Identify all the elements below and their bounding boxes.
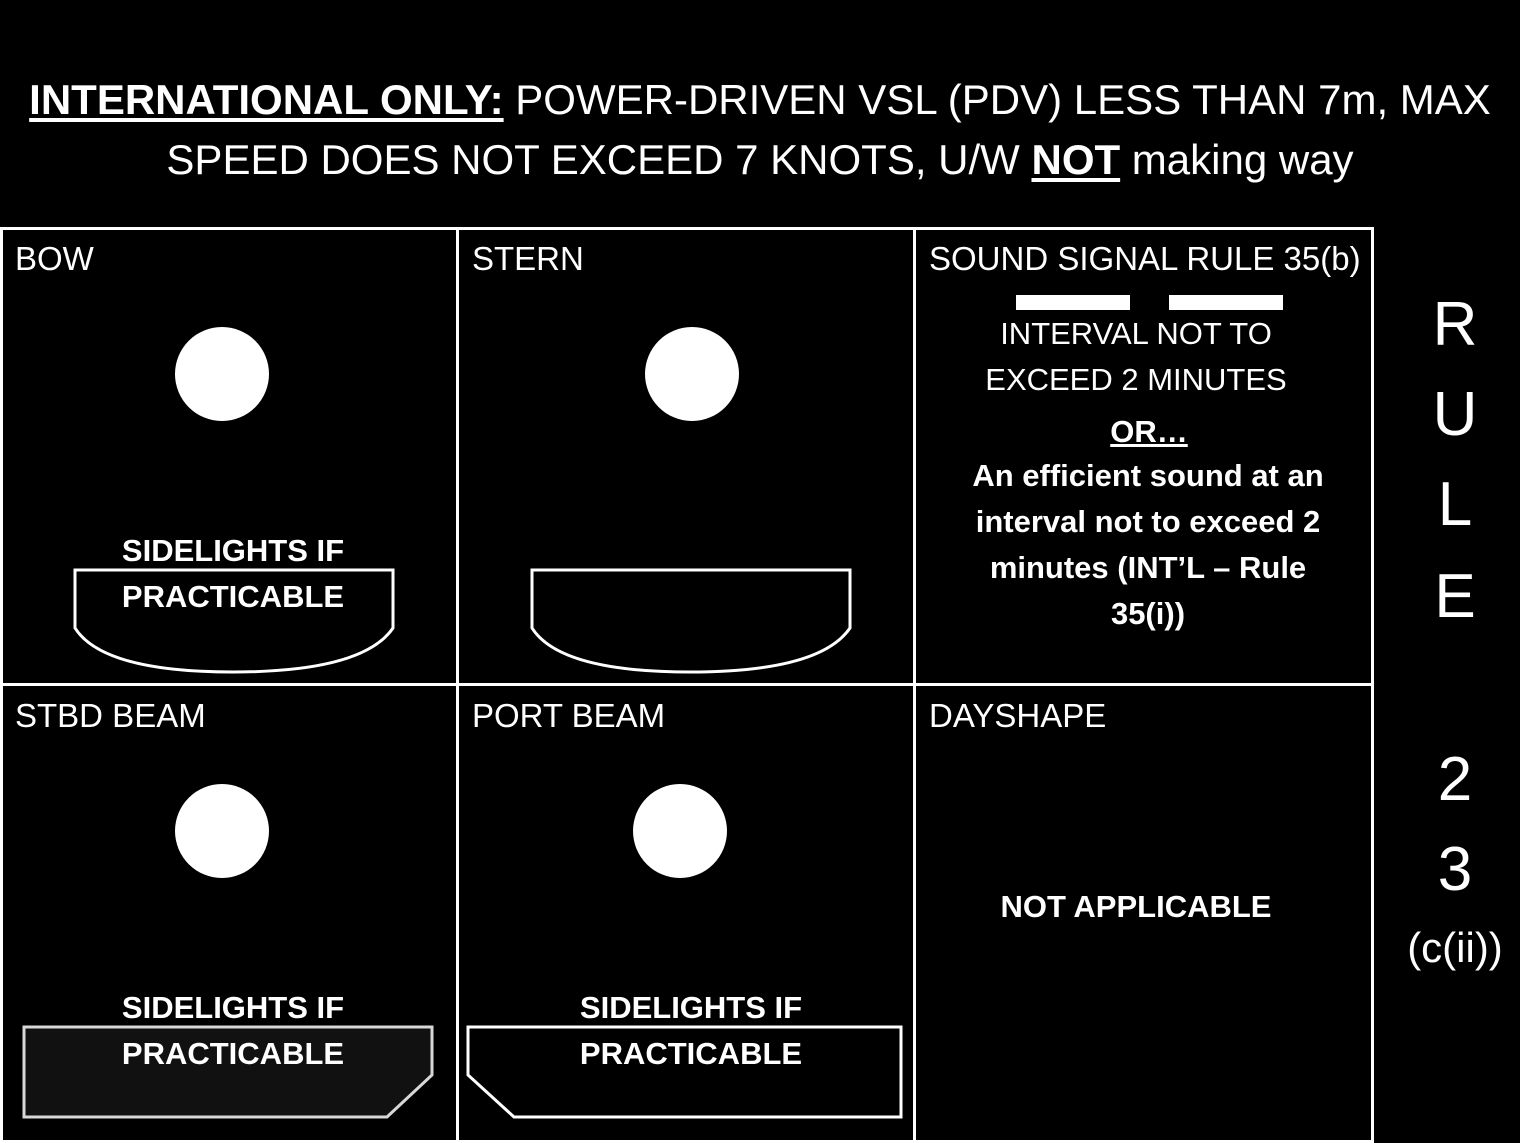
title-line2-end: making way bbox=[1120, 136, 1354, 183]
stbd-sidelights-text: SIDELIGHTS IF PRACTICABLE bbox=[73, 985, 393, 1077]
sound-signal-label: SOUND SIGNAL RULE 35(b) bbox=[929, 240, 1361, 277]
prolonged-blast-2 bbox=[1169, 295, 1283, 310]
title-line-2: SPEED DOES NOT EXCEED 7 KNOTS, U/W NOT m… bbox=[0, 130, 1520, 190]
title-not-word: NOT bbox=[1031, 136, 1121, 183]
stern-light bbox=[645, 327, 739, 421]
port-sidelight-shape bbox=[466, 1025, 903, 1119]
efficient-line1: An efficient sound at an bbox=[972, 458, 1324, 493]
stbd-sidelights-line2: PRACTICABLE bbox=[121, 1036, 345, 1071]
port-beam-light bbox=[633, 784, 727, 878]
page-title: INTERNATIONAL ONLY: POWER-DRIVEN VSL (PD… bbox=[0, 70, 1520, 190]
bow-label: BOW bbox=[15, 240, 94, 277]
bow-sidelight-shape bbox=[73, 568, 395, 674]
rule-letter-r: R bbox=[1432, 290, 1478, 359]
bow-sidelights-line2: PRACTICABLE bbox=[121, 579, 345, 614]
port-beam-label: PORT BEAM bbox=[472, 697, 666, 734]
rule-digit-2: 2 bbox=[1437, 745, 1473, 814]
stbd-sidelight-shape bbox=[22, 1025, 434, 1119]
interval-line2: EXCEED 2 MINUTES bbox=[985, 362, 1287, 397]
interval-text: INTERVAL NOT TO EXCEED 2 MINUTES bbox=[913, 311, 1359, 403]
title-line1-rest: POWER-DRIVEN VSL (PDV) LESS THAN 7m, MAX bbox=[503, 76, 1491, 123]
title-line2-start: SPEED DOES NOT EXCEED 7 KNOTS, U/W bbox=[166, 136, 1032, 183]
rule-letter-u: U bbox=[1432, 380, 1478, 449]
dayshape-not-applicable: NOT APPLICABLE bbox=[1000, 889, 1272, 924]
or-text: OR… bbox=[1049, 409, 1249, 455]
bow-sidelights-line1: SIDELIGHTS IF bbox=[121, 533, 345, 568]
title-line-1: INTERNATIONAL ONLY: POWER-DRIVEN VSL (PD… bbox=[0, 70, 1520, 130]
stern-hull-shape bbox=[530, 568, 852, 674]
rule-letter-e: E bbox=[1434, 562, 1476, 631]
interval-line1: INTERVAL NOT TO bbox=[1000, 316, 1272, 351]
bow-sidelights-text: SIDELIGHTS IF PRACTICABLE bbox=[73, 528, 393, 620]
port-sidelights-line1: SIDELIGHTS IF bbox=[579, 990, 803, 1025]
prolonged-blast-1 bbox=[1016, 295, 1130, 310]
dayshape-label: DAYSHAPE bbox=[929, 697, 1107, 734]
or-word: OR… bbox=[1110, 414, 1188, 449]
efficient-line2: interval not to exceed 2 bbox=[975, 504, 1321, 539]
rule-letter-l: L bbox=[1437, 470, 1473, 539]
port-sidelights-line2: PRACTICABLE bbox=[579, 1036, 803, 1071]
efficient-line3: minutes (INT’L – Rule bbox=[989, 550, 1307, 585]
title-prefix: INTERNATIONAL ONLY: bbox=[29, 76, 504, 123]
stbd-beam-label: STBD BEAM bbox=[15, 697, 206, 734]
stbd-beam-light bbox=[175, 784, 269, 878]
rule-sub: (c(ii)) bbox=[1407, 924, 1503, 971]
stbd-sidelights-line1: SIDELIGHTS IF bbox=[121, 990, 345, 1025]
efficient-sound-text: An efficient sound at an interval not to… bbox=[923, 453, 1373, 637]
port-sidelights-text: SIDELIGHTS IF PRACTICABLE bbox=[531, 985, 851, 1077]
stern-label: STERN bbox=[472, 240, 584, 277]
bow-masthead-light bbox=[175, 327, 269, 421]
rule-digit-3: 3 bbox=[1437, 835, 1473, 904]
efficient-line4: 35(i)) bbox=[1110, 596, 1186, 631]
